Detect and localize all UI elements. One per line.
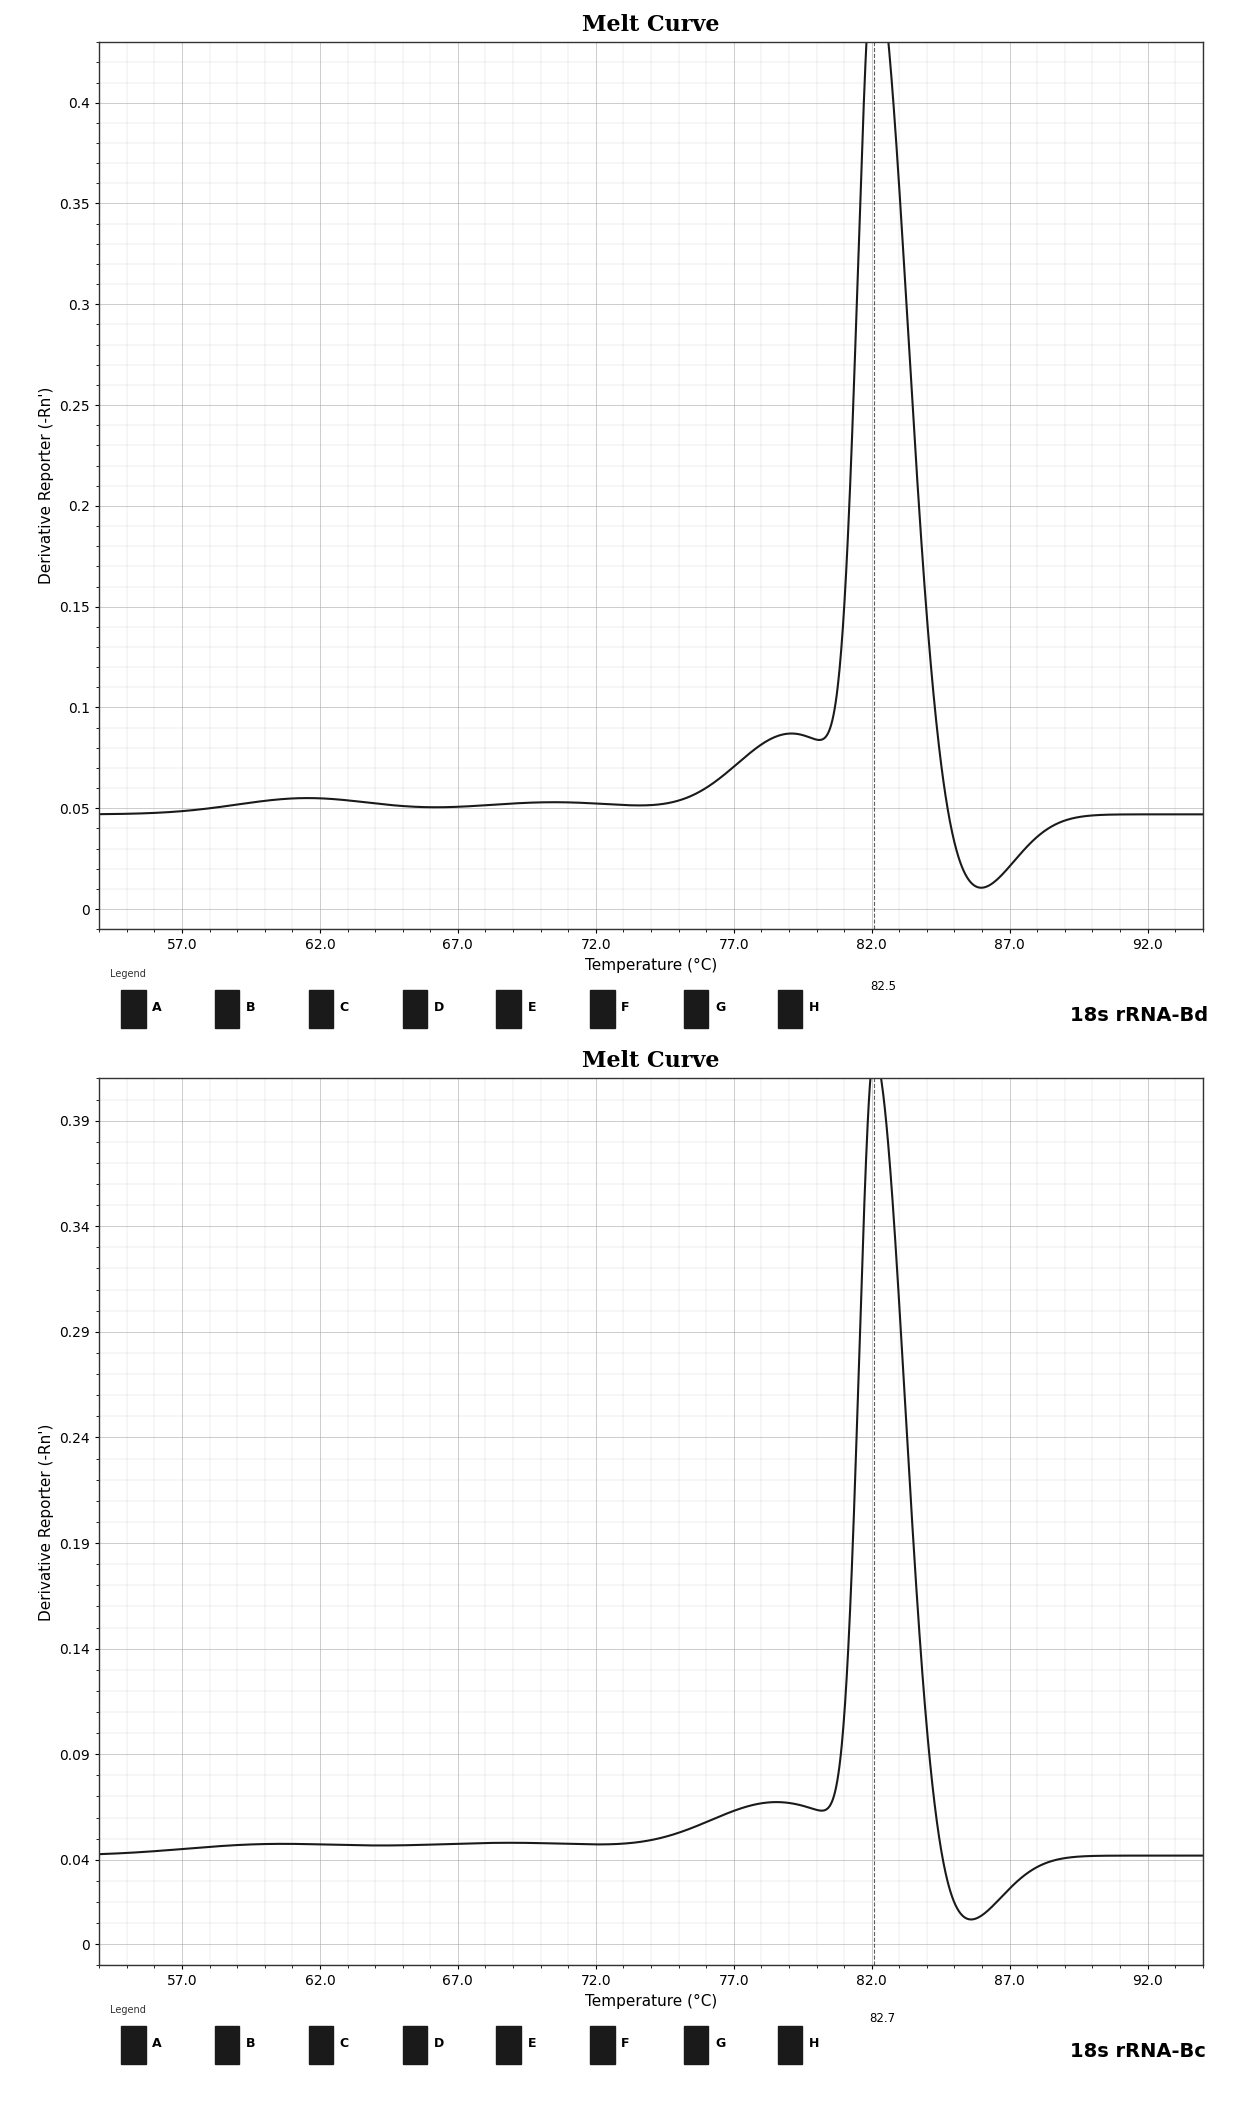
Text: Legend: Legend	[110, 969, 146, 980]
Text: 18s rRNA-Bc: 18s rRNA-Bc	[1070, 2043, 1207, 2062]
Text: Legend: Legend	[110, 2005, 146, 2016]
FancyBboxPatch shape	[122, 2027, 145, 2065]
Y-axis label: Derivative Reporter (-Rn'): Derivative Reporter (-Rn')	[38, 1423, 53, 1621]
FancyBboxPatch shape	[309, 2027, 334, 2065]
X-axis label: Temperature (°C): Temperature (°C)	[585, 1995, 717, 2010]
Title: Melt Curve: Melt Curve	[583, 15, 719, 36]
FancyBboxPatch shape	[777, 2027, 802, 2065]
Text: E: E	[527, 1001, 536, 1013]
Text: 18s rRNA-Bd: 18s rRNA-Bd	[1070, 1007, 1209, 1026]
Text: G: G	[715, 2037, 725, 2050]
Text: B: B	[246, 1001, 255, 1013]
FancyBboxPatch shape	[590, 990, 615, 1028]
Text: 82.7: 82.7	[869, 2012, 895, 2024]
FancyBboxPatch shape	[590, 2027, 615, 2065]
FancyBboxPatch shape	[215, 2027, 239, 2065]
FancyBboxPatch shape	[684, 2027, 708, 2065]
Text: C: C	[340, 1001, 348, 1013]
FancyBboxPatch shape	[496, 990, 521, 1028]
Text: 82.5: 82.5	[869, 980, 895, 992]
FancyBboxPatch shape	[309, 990, 334, 1028]
Text: F: F	[621, 1001, 630, 1013]
Text: D: D	[434, 1001, 444, 1013]
FancyBboxPatch shape	[403, 2027, 427, 2065]
Text: B: B	[246, 2037, 255, 2050]
X-axis label: Temperature (°C): Temperature (°C)	[585, 958, 717, 973]
Text: C: C	[340, 2037, 348, 2050]
Text: D: D	[434, 2037, 444, 2050]
FancyBboxPatch shape	[777, 990, 802, 1028]
FancyBboxPatch shape	[403, 990, 427, 1028]
Text: A: A	[153, 1001, 161, 1013]
FancyBboxPatch shape	[684, 990, 708, 1028]
Text: E: E	[527, 2037, 536, 2050]
FancyBboxPatch shape	[122, 990, 145, 1028]
Text: H: H	[808, 2037, 820, 2050]
FancyBboxPatch shape	[496, 2027, 521, 2065]
Text: H: H	[808, 1001, 820, 1013]
Text: F: F	[621, 2037, 630, 2050]
Text: A: A	[153, 2037, 161, 2050]
FancyBboxPatch shape	[215, 990, 239, 1028]
Text: G: G	[715, 1001, 725, 1013]
Title: Melt Curve: Melt Curve	[583, 1051, 719, 1072]
Y-axis label: Derivative Reporter (-Rn'): Derivative Reporter (-Rn')	[38, 386, 53, 585]
